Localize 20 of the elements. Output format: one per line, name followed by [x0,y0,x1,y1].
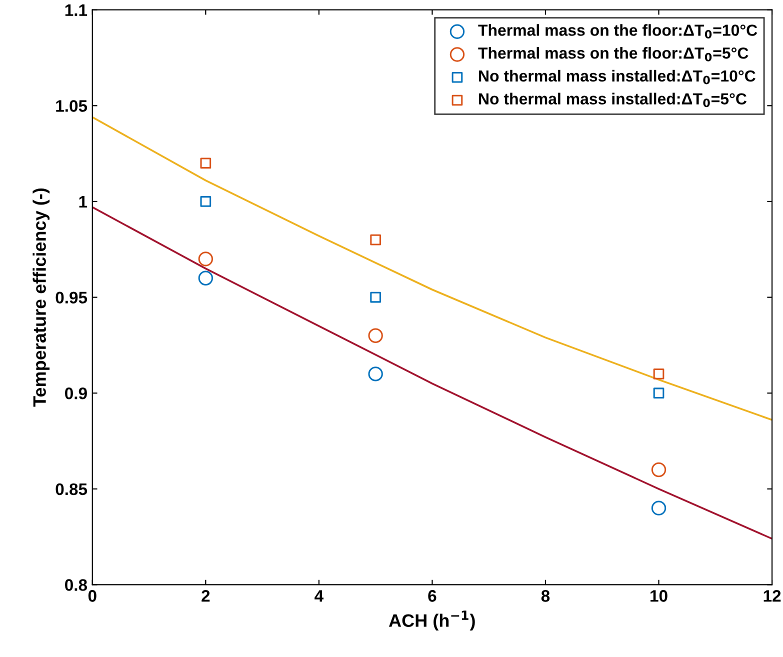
x-axis-title: ACH (h$^{−1}$) [388,610,475,631]
y-tick-label: 0.95 [56,292,88,304]
y-tick-label: 0.8 [65,579,88,591]
legend-label: Thermal mass on the floor:ΔT$_{0}$=5°C [478,47,748,62]
y-axis-title: Temperature efficiency (-) [32,188,50,407]
legend-label: No thermal mass installed:ΔT$_{0}$=10°C [479,70,756,84]
y-tick-label: 1.05 [56,100,88,112]
y-tick-label: 0.85 [56,483,88,496]
x-tick-label: 12 [764,590,781,602]
y-tick-label: 0.9 [65,388,87,400]
x-tick-label: 2 [202,590,210,602]
y-tick-label: 1 [79,196,88,208]
x-tick-label: 8 [541,590,550,602]
legend-label: No thermal mass installed:ΔT$_{0}$=5°C [479,92,747,108]
x-tick-label: 6 [428,590,436,602]
x-tick-label: 10 [650,590,668,602]
x-tick-label: 4 [314,590,324,602]
legend-label: Thermal mass on the floor:ΔT$_{0}$=10°C [478,24,758,38]
x-tick-label: 0 [88,590,96,602]
y-tick-label: 1.1 [65,4,88,16]
